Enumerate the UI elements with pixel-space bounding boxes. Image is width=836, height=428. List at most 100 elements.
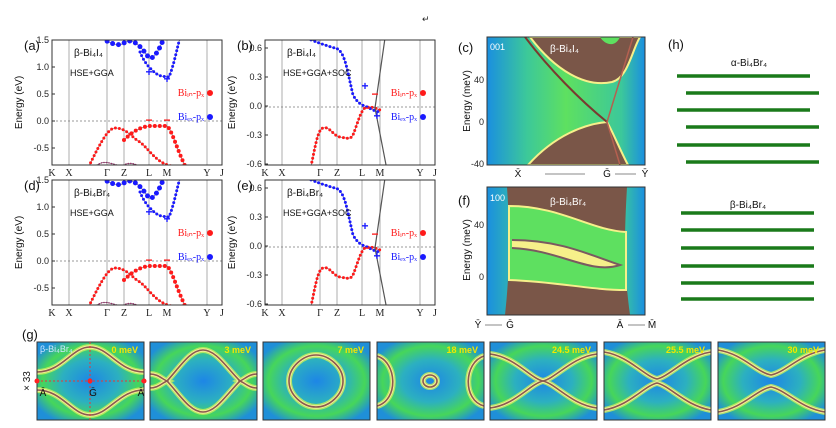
k-point-label: K	[261, 168, 269, 179]
y-tick-label: 1.5	[36, 175, 49, 185]
y-tick-label: 0.5	[36, 89, 49, 99]
parity-plus-icon: +	[361, 79, 368, 93]
conduction-band-bex-thick-line	[104, 180, 164, 199]
y-tick-label: 0.0	[36, 256, 49, 266]
fermi-surface-panel: 24.5 meV	[489, 341, 598, 421]
k-point-label: Γ	[317, 308, 323, 319]
fermi-surface-row: (g) × 33 0 meV 3 meV 7 meV 18 meV 24.5 meV 25.5…	[22, 327, 826, 421]
energy-label: 18 meV	[446, 345, 478, 355]
method-label: HSE+GGA+SOC	[283, 208, 352, 218]
energy-label: 24.5 meV	[552, 345, 591, 355]
k-point-label: Ḡ	[603, 168, 611, 180]
panel-label: (d)	[24, 178, 40, 193]
y-tick-label: -0.6	[246, 159, 262, 169]
k-point-label: X	[278, 308, 286, 319]
panel-frame	[489, 341, 598, 421]
k-point-label: Y	[203, 168, 210, 179]
fermi-surface-panel: 30 meV	[717, 341, 826, 421]
band-panel-e: (e) Energy (eV) K X Γ Z L M Y J 0.6 0.3 0.0 -0.3 -0.6 +…	[227, 178, 437, 319]
surface-spectrum-001: (c) Energy (meV) 001 β-Bi₄I₄ 40 0 -40 X̄ Ḡ Ȳ	[458, 36, 649, 180]
method-label: HSE+GGA	[70, 68, 114, 78]
k-point-label: Ā	[40, 387, 47, 399]
y-tick-label: 0.0	[249, 101, 262, 111]
parity-plus-icon: +	[145, 65, 152, 79]
conduction-band-bex-thick-line	[104, 40, 164, 59]
parity-minus-icon: −	[371, 87, 378, 101]
fermi-contour	[150, 349, 257, 413]
fermi-map	[263, 342, 370, 420]
k-point-label: M̄	[648, 318, 656, 331]
parity-minus-icon: −	[363, 241, 370, 255]
fermi-contour	[288, 354, 344, 408]
k-point-label: Ḡ	[506, 319, 514, 331]
k-point-label: M	[376, 308, 385, 319]
panel-label: (c)	[458, 40, 473, 55]
spectrum	[487, 187, 645, 315]
legend-bi-ex: Biₑₓ-pₓ	[391, 252, 417, 263]
y-tick-label: 0.6	[249, 183, 262, 193]
panel-frame	[149, 341, 258, 421]
panel-label: (b)	[237, 38, 253, 53]
conduction-band-bex-thick	[100, 40, 166, 61]
k-point-label: Y	[416, 168, 423, 179]
fermi-map	[718, 342, 825, 420]
k-point-label: Z	[121, 168, 127, 179]
y-axis-label: Energy (meV)	[462, 219, 473, 281]
k-point-label: J	[433, 308, 437, 319]
legend-dot-red-icon	[207, 230, 213, 236]
k-point-label: M	[376, 168, 385, 179]
k-point-label: X	[65, 168, 73, 179]
k-point-label: Z	[334, 308, 340, 319]
y-tick-label: -0.3	[246, 270, 262, 280]
band-curves	[87, 40, 187, 165]
conduction-band-bex	[138, 40, 181, 79]
surface-state	[606, 37, 634, 165]
valence-band-bin	[309, 105, 382, 165]
legend-dot-blue-icon	[207, 254, 213, 260]
parity-minus-icon: −	[163, 113, 170, 127]
plot-frame	[51, 39, 223, 166]
linear-band	[374, 40, 387, 165]
surface-state	[524, 37, 608, 123]
k-point-label: M	[163, 168, 172, 179]
k-point-label: Z	[121, 308, 127, 319]
y-tick-label: 0.3	[249, 212, 262, 222]
material-label: β-Bi₄Br₄	[74, 188, 110, 199]
k-point-label: Ḡ	[89, 387, 97, 399]
k-point-label: X	[278, 168, 286, 179]
parity-minus-icon: −	[163, 253, 170, 267]
legend-bi-ex: Biₑₓ-pₓ	[178, 112, 204, 123]
beta-phase-label: β-Bi₄Br₄	[730, 200, 766, 211]
parity-plus-icon: +	[361, 219, 368, 233]
k-point-label: J	[433, 168, 437, 179]
method-label: HSE+GGA	[70, 208, 114, 218]
panel-frame	[603, 341, 712, 421]
k-point-marker	[141, 378, 147, 384]
material-label: β-Bi₄I₄	[287, 48, 316, 59]
legend-bi-in: Biᵢₙ-pₓ	[178, 88, 204, 99]
k-point-label: Ȳ	[642, 168, 649, 180]
energy-label: 7 meV	[337, 345, 364, 355]
method-label: HSE+GGA+SOC	[283, 68, 352, 78]
panel-frame	[376, 341, 485, 421]
k-point-label: L	[146, 168, 152, 179]
k-point-label: Z	[334, 168, 340, 179]
k-point-label: X̄	[515, 167, 522, 180]
k-point-marker	[34, 378, 40, 384]
y-tick-label: 40	[474, 220, 484, 230]
legend-bi-in: Biᵢₙ-pₓ	[391, 88, 417, 99]
k-point-label: L	[359, 168, 365, 179]
band-panel-d: (d) Energy (eV) K X Γ Z L M Y J 1.5 1.0 0.5 0.0 -0.5 + +…	[14, 175, 224, 319]
y-axis-label: Energy (eV)	[227, 76, 238, 129]
return-mark: ↵	[422, 14, 430, 24]
y-tick-label: 0	[479, 272, 484, 282]
k-point-label: Ā	[617, 319, 624, 331]
mixed-band-line	[96, 302, 139, 305]
material-label: β-Bi₄I₄	[74, 48, 103, 59]
legend-bi-in: Biᵢₙ-pₓ	[178, 228, 204, 239]
k-point-label: K	[261, 308, 269, 319]
energy-label: 3 meV	[224, 345, 251, 355]
y-tick-label: 0.6	[249, 43, 262, 53]
k-point-label: Y	[203, 308, 210, 319]
surface-spectrum-100: (f) Energy (meV) 100 β-Bi₄Br₄ 40 0 Ȳ Ḡ Ā M̄	[458, 186, 656, 331]
